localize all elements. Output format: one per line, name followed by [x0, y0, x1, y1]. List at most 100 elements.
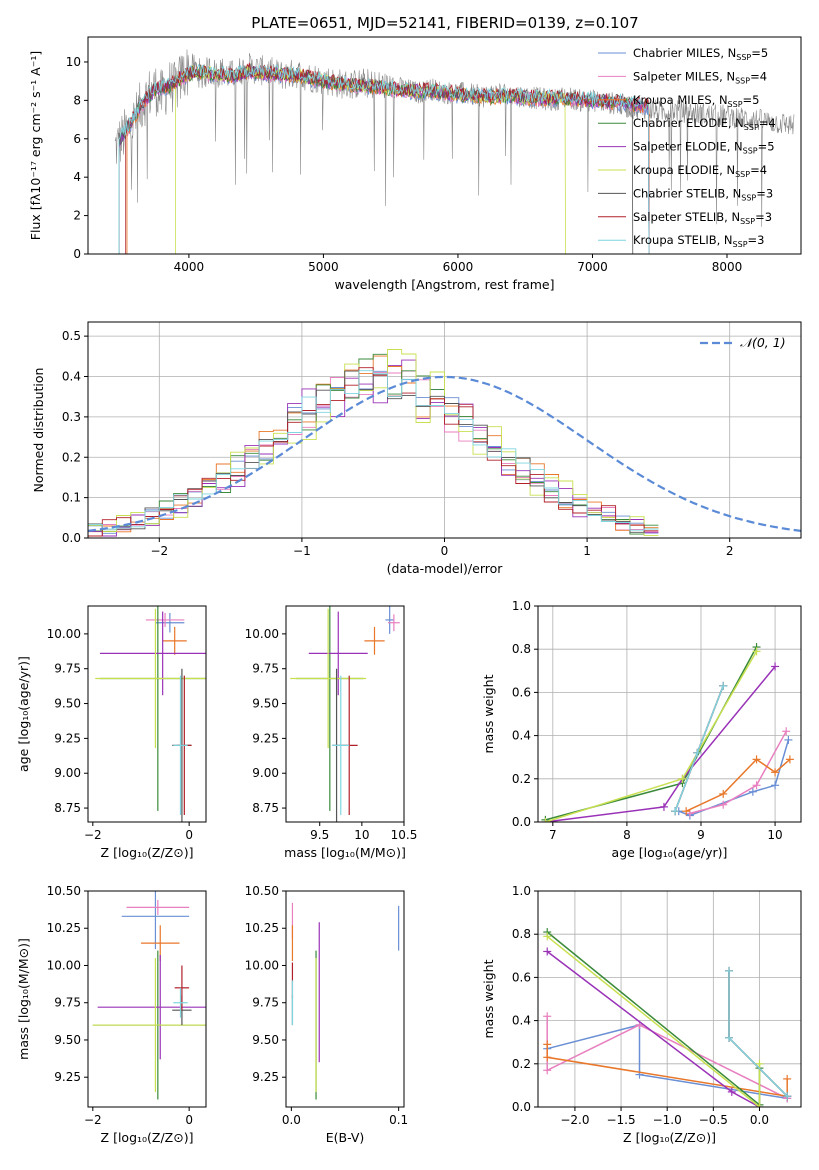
y-tick-label: 0 [73, 247, 81, 261]
x-tick-label: −2 [150, 544, 168, 558]
x-axis-label: (data-model)/error [387, 561, 504, 576]
errorbar-salpeter-elodie [97, 955, 206, 1060]
x-axis-label: age [log₁₀(age/yr)] [612, 845, 728, 860]
y-tick-label: 10 [66, 55, 81, 69]
x-tick-label: 6000 [443, 260, 474, 274]
x-axis-label: Z [log₁₀(Z/Z⊙)] [623, 1130, 716, 1145]
y-axis-label: mass weight [481, 674, 496, 753]
x-tick-label: 7000 [577, 260, 608, 274]
x-tick-label: 7 [549, 828, 557, 842]
y-tick-label: 9.50 [54, 1033, 81, 1047]
y-tick-label: 10.00 [245, 958, 279, 972]
weight-line-kroupa-miles [682, 755, 794, 816]
x-axis-label: Z [log₁₀(Z/Z⊙)] [101, 845, 194, 860]
y-tick-label: 0.2 [512, 772, 531, 786]
grid [538, 890, 801, 1108]
y-axis-label: mass weight [481, 959, 496, 1038]
y-axis-label: mass [log₁₀(M/M⊙)] [16, 938, 31, 1060]
weight-line-salpeter-elodie [541, 662, 780, 822]
x-axis-label: E(B-V) [326, 1130, 365, 1145]
x-tick-label: 10.5 [391, 828, 418, 842]
y-tick-label: 10.25 [47, 921, 81, 935]
weight-line-chabrier-stelib [725, 966, 792, 1101]
x-tick-label: 5000 [308, 260, 339, 274]
y-tick-label: 9.00 [252, 766, 279, 780]
x-tick-label: 0.1 [389, 1113, 408, 1127]
x-tick-label: 4000 [174, 260, 205, 274]
legend-entry: Kroupa STELIB, NSSP=3 [633, 233, 764, 249]
y-tick-label: 0.2 [62, 450, 81, 464]
plot-area [92, 891, 206, 1100]
mass-vs-metallicity-panel: −2 0 9.25 9.50 9.75 10.00 10.25 10.50 Z [log₁₀(Z… [16, 884, 207, 1145]
y-tick-label: 9.25 [252, 1070, 279, 1084]
x-tick-label: −0.5 [699, 1113, 728, 1127]
y-tick-label: 1.0 [512, 599, 531, 613]
plot-area [114, 49, 795, 254]
y-tick-label: 0.1 [62, 491, 81, 505]
x-tick-label: −2 [84, 828, 102, 842]
x-tick-label: 2 [726, 544, 734, 558]
axes-frame [87, 36, 802, 255]
plot-area [290, 606, 400, 822]
errorbar-chabrier-miles [385, 606, 394, 634]
x-tick-label: 0 [185, 1113, 193, 1127]
y-tick-label: 9.25 [54, 1070, 81, 1084]
y-tick-label: 0.5 [62, 329, 81, 343]
age-vs-mass-panel: 9.5 10 10.5 8.75 9.00 9.25 9.50 9.75 10.00 mass [… [245, 605, 418, 860]
y-tick-label: 10.50 [245, 884, 279, 898]
x-tick-label: 0.0 [282, 1113, 301, 1127]
legend-entry: Chabrier ELODIE, NSSP=4 [633, 116, 776, 132]
x-tick-label: −1.5 [606, 1113, 635, 1127]
y-tick-label: 10.00 [47, 627, 81, 641]
y-tick-label: 0.4 [512, 729, 531, 743]
y-tick-label: 9.75 [54, 662, 81, 676]
weight-line-salpeter-miles [685, 727, 791, 818]
y-tick-label: 10.00 [245, 627, 279, 641]
x-axis-label: wavelength [Angstrom, rest frame] [334, 277, 554, 292]
x-tick-label: −2.0 [560, 1113, 589, 1127]
y-tick-label: 9.50 [54, 697, 81, 711]
y-tick-label: 9.25 [252, 731, 279, 745]
x-tick-label: 10 [354, 828, 369, 842]
y-tick-label: 9.50 [252, 1033, 279, 1047]
y-tick-label: 0.4 [62, 370, 81, 384]
errorbar-kroupa-miles [162, 626, 187, 655]
histogram-kroupa-stelib [88, 370, 659, 538]
histogram-salpeter-stelib [88, 367, 659, 538]
errorbar-kroupa-stelib [332, 675, 350, 816]
legend-entry: Chabrier MILES, NSSP=5 [633, 46, 768, 62]
y-tick-label: 9.75 [252, 662, 279, 676]
errorbar-kroupa-miles [364, 626, 385, 655]
plot-area [291, 902, 400, 1100]
legend-entry: Kroupa MILES, NSSP=5 [633, 93, 759, 109]
axes-frame [285, 890, 405, 1108]
y-tick-label: 0.6 [512, 970, 531, 984]
age-vs-metallicity-panel: −2 0 8.75 9.00 9.25 9.50 9.75 10.00 Z [log₁₀(Z/Z… [16, 605, 207, 860]
y-tick-label: 0.8 [512, 927, 531, 941]
plot-area [88, 349, 801, 538]
legend-entry: Salpeter MILES, NSSP=4 [633, 69, 767, 85]
weight-line-kroupa-elodie [543, 932, 764, 1107]
y-tick-label: 10.50 [47, 884, 81, 898]
weight-vs-age-panel: 7 8 9 10 0.0 0.2 0.4 0.6 0.8 1.0 age [log₁₀(age/yr… [481, 599, 802, 860]
errorbar-salpeter-elodie [308, 611, 368, 696]
weight-line-salpeter-elodie [543, 947, 764, 1107]
x-axis-label: Z [log₁₀(Z/Z⊙)] [101, 1130, 194, 1145]
errorbar-salpeter-miles [387, 614, 400, 632]
y-tick-label: 8.75 [252, 801, 279, 815]
errorbar-kroupa-stelib [173, 987, 188, 1018]
y-tick-label: 2 [73, 209, 81, 223]
y-tick-label: 9.75 [54, 996, 81, 1010]
weight-line-chabrier-elodie [541, 643, 761, 822]
y-tick-label: 8 [73, 93, 81, 107]
errorbar-kroupa-elodie [92, 958, 206, 1093]
y-tick-label: 0.8 [512, 642, 531, 656]
y-tick-label: 1.0 [512, 884, 531, 898]
x-tick-label: 10 [767, 828, 782, 842]
plot-area [541, 643, 794, 822]
x-tick-label: −2 [84, 1113, 102, 1127]
x-tick-label: 9 [697, 828, 705, 842]
weight-line-chabrier-elodie [543, 928, 764, 1107]
y-tick-label: 4 [73, 170, 81, 184]
x-tick-label: 0 [441, 544, 449, 558]
